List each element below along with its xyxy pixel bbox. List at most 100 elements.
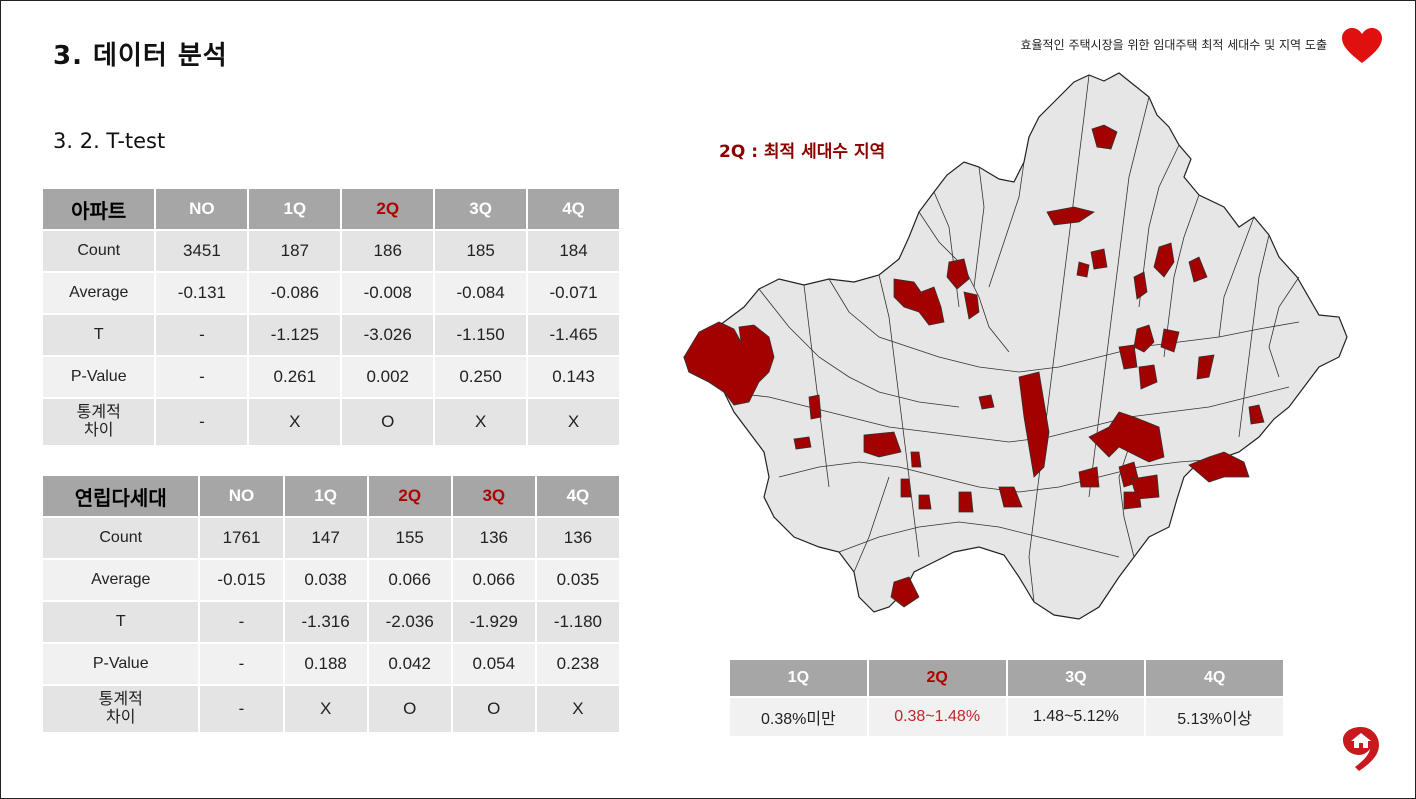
- table-row: Average -0.015 0.038 0.066 0.066 0.035: [40, 558, 622, 602]
- legend-value: 1.48~5.12%: [1005, 696, 1147, 738]
- map-outline: [683, 72, 1348, 620]
- row-label: T: [40, 313, 157, 357]
- seoul-district-map: [683, 72, 1348, 620]
- table-cell: -0.008: [340, 271, 436, 315]
- table-cell: 0.042: [366, 642, 453, 686]
- table-cell: -1.929: [450, 600, 537, 644]
- table-cell: 0.261: [247, 355, 343, 399]
- legend-header: 2Q: [866, 658, 1008, 698]
- table-cell: O: [340, 397, 436, 447]
- table-cell: 0.143: [526, 355, 621, 399]
- legend-value: 5.13%이상: [1144, 696, 1285, 738]
- table-row: P-Value - 0.188 0.042 0.054 0.238: [40, 642, 622, 686]
- table-row: T - -1.125 -3.026 -1.150 -1.465: [40, 313, 621, 357]
- table-row: T - -1.316 -2.036 -1.929 -1.180: [40, 600, 622, 644]
- table-cell: -1.465: [526, 313, 621, 357]
- table-cell: X: [282, 684, 369, 734]
- table-cell: -0.086: [247, 271, 343, 315]
- table-cell: -1.150: [433, 313, 529, 357]
- table-cell: 185: [433, 229, 529, 273]
- table-header-cell: 4Q: [526, 187, 621, 231]
- table-cell: X: [534, 684, 622, 734]
- optimal-districts: [683, 124, 1265, 608]
- header-caption: 효율적인 주택시장을 위한 임대주택 최적 세대수 및 지역 도출: [1020, 38, 1327, 52]
- table-cell: 0.002: [340, 355, 436, 399]
- table-header-cell: 아파트: [40, 187, 157, 231]
- table-row: Count 3451 187 186 185 184: [40, 229, 621, 273]
- legend-header: 4Q: [1144, 658, 1285, 698]
- table-cell: 0.066: [366, 558, 453, 602]
- row-label: 통계적 차이: [40, 684, 201, 734]
- table-cell: -2.036: [366, 600, 453, 644]
- row-label: Count: [40, 516, 201, 560]
- row-label: Average: [40, 558, 201, 602]
- table-header-cell: 2Q: [340, 187, 436, 231]
- table-cell: 136: [534, 516, 622, 560]
- section-subtitle: 3. 2. T-test: [53, 129, 166, 153]
- table-row: 통계적 차이 - X O O X: [40, 684, 622, 734]
- table-header-cell: 3Q: [433, 187, 529, 231]
- table-header-cell: 1Q: [282, 474, 369, 518]
- table-cell: 147: [282, 516, 369, 560]
- table-cell: -0.131: [154, 271, 250, 315]
- legend-header: 3Q: [1005, 658, 1147, 698]
- table-cell: 0.238: [534, 642, 622, 686]
- table-row: 통계적 차이 - X O X X: [40, 397, 621, 447]
- table-cell: 0.066: [450, 558, 537, 602]
- legend-value: 0.38~1.48%: [866, 696, 1008, 738]
- table-cell: 184: [526, 229, 621, 273]
- table-cell: 3451: [154, 229, 250, 273]
- table-cell: -: [198, 684, 285, 734]
- table-cell: 0.038: [282, 558, 369, 602]
- table-row: Count 1761 147 155 136 136: [40, 516, 622, 560]
- table-cell: 0.035: [534, 558, 622, 602]
- table-cell: -0.071: [526, 271, 621, 315]
- table-cell: 0.188: [282, 642, 369, 686]
- table-cell: -1.125: [247, 313, 343, 357]
- table-cell: -3.026: [340, 313, 436, 357]
- legend-value: 0.38%미만: [728, 696, 869, 738]
- table-header-cell: 연립다세대: [40, 474, 201, 518]
- row-label: 통계적 차이: [40, 397, 157, 447]
- table-cell: 155: [366, 516, 453, 560]
- table-row: P-Value - 0.261 0.002 0.250 0.143: [40, 355, 621, 399]
- table-header-cell: NO: [198, 474, 285, 518]
- apartment-ttest-table: 아파트 NO 1Q 2Q 3Q 4Q Count 3451 187 186 18…: [40, 187, 621, 447]
- map-label: 2Q : 최적 세대수 지역: [719, 142, 886, 162]
- home-logo-icon: [1343, 727, 1379, 771]
- table-cell: X: [247, 397, 343, 447]
- page-title: 3. 데이터 분석: [53, 41, 228, 71]
- table-cell: 1761: [198, 516, 285, 560]
- row-label: Average: [40, 271, 157, 315]
- table-cell: -0.084: [433, 271, 529, 315]
- table-row: Average -0.131 -0.086 -0.008 -0.084 -0.0…: [40, 271, 621, 315]
- row-label: T: [40, 600, 201, 644]
- table-header-cell: NO: [154, 187, 250, 231]
- table-cell: -: [154, 397, 250, 447]
- row-label: P-Value: [40, 642, 201, 686]
- heart-icon: [1342, 28, 1382, 63]
- table-cell: 187: [247, 229, 343, 273]
- table-cell: 0.250: [433, 355, 529, 399]
- quartile-legend-table: 1Q 2Q 3Q 4Q 0.38%미만 0.38~1.48% 1.48~5.12…: [728, 658, 1285, 738]
- table-cell: -1.316: [282, 600, 369, 644]
- table-cell: O: [450, 684, 537, 734]
- villa-ttest-table: 연립다세대 NO 1Q 2Q 3Q 4Q Count 1761 147 155 …: [40, 474, 622, 734]
- row-label: P-Value: [40, 355, 157, 399]
- table-cell: 186: [340, 229, 436, 273]
- table-cell: -0.015: [198, 558, 285, 602]
- table-cell: X: [433, 397, 529, 447]
- table-header-cell: 4Q: [534, 474, 622, 518]
- table-cell: -: [154, 313, 250, 357]
- table-header-cell: 2Q: [366, 474, 453, 518]
- table-cell: -: [198, 642, 285, 686]
- table-cell: -1.180: [534, 600, 622, 644]
- table-cell: X: [526, 397, 621, 447]
- table-header-cell: 1Q: [247, 187, 343, 231]
- table-cell: -: [198, 600, 285, 644]
- table-cell: O: [366, 684, 453, 734]
- legend-header: 1Q: [728, 658, 869, 698]
- row-label: Count: [40, 229, 157, 273]
- table-header-cell: 3Q: [450, 474, 537, 518]
